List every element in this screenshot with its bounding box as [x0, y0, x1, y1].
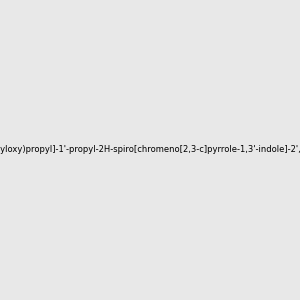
Text: 2-[3-(propan-2-yloxy)propyl]-1'-propyl-2H-spiro[chromeno[2,3-c]pyrrole-1,3'-indo: 2-[3-(propan-2-yloxy)propyl]-1'-propyl-2… [0, 146, 300, 154]
